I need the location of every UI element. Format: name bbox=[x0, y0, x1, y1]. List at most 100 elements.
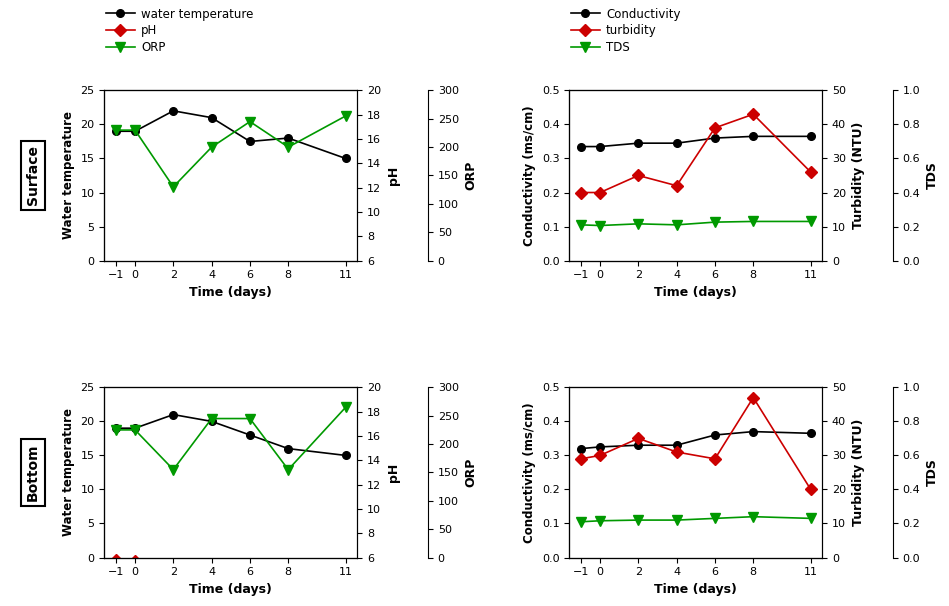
Line: water temperature: water temperature bbox=[112, 107, 349, 162]
turbidity bbox=[594, 189, 605, 196]
X-axis label: Time (days): Time (days) bbox=[655, 286, 737, 299]
Conductivity bbox=[709, 135, 720, 142]
X-axis label: Time (days): Time (days) bbox=[190, 286, 272, 299]
Conductivity bbox=[805, 430, 816, 437]
water temperature bbox=[129, 425, 140, 432]
water temperature bbox=[110, 128, 121, 135]
TDS bbox=[748, 218, 759, 225]
Conductivity bbox=[748, 133, 759, 140]
X-axis label: Time (days): Time (days) bbox=[655, 583, 737, 596]
pH bbox=[340, 270, 351, 278]
ORP bbox=[129, 127, 140, 134]
Line: TDS: TDS bbox=[576, 511, 816, 527]
water temperature bbox=[206, 114, 217, 121]
Line: pH: pH bbox=[111, 262, 350, 280]
TDS bbox=[594, 222, 605, 229]
TDS bbox=[671, 516, 682, 524]
Conductivity bbox=[671, 139, 682, 147]
X-axis label: Time (days): Time (days) bbox=[190, 583, 272, 596]
Y-axis label: Water temperature: Water temperature bbox=[62, 408, 75, 536]
TDS bbox=[575, 518, 586, 525]
Y-axis label: TDS: TDS bbox=[926, 459, 939, 487]
ORP bbox=[110, 426, 121, 433]
Line: water temperature: water temperature bbox=[112, 411, 349, 459]
Line: Conductivity: Conductivity bbox=[577, 428, 814, 453]
water temperature bbox=[168, 411, 179, 418]
Conductivity bbox=[633, 442, 644, 449]
Conductivity bbox=[633, 139, 644, 147]
water temperature bbox=[283, 135, 294, 142]
Conductivity bbox=[575, 143, 586, 150]
ORP bbox=[110, 127, 121, 134]
water temperature bbox=[244, 431, 255, 439]
Line: pH: pH bbox=[111, 556, 350, 581]
water temperature bbox=[244, 138, 255, 145]
TDS bbox=[709, 514, 720, 522]
TDS bbox=[633, 220, 644, 227]
turbidity bbox=[748, 111, 759, 118]
Y-axis label: Conductivity (ms/cm): Conductivity (ms/cm) bbox=[523, 402, 536, 543]
pH bbox=[206, 271, 217, 279]
ORP bbox=[244, 118, 255, 125]
ORP bbox=[129, 426, 140, 433]
Conductivity bbox=[748, 428, 759, 435]
Conductivity bbox=[594, 143, 605, 150]
turbidity bbox=[575, 189, 586, 196]
water temperature bbox=[283, 445, 294, 452]
Line: TDS: TDS bbox=[576, 216, 816, 231]
pH bbox=[283, 270, 294, 278]
TDS bbox=[805, 514, 816, 522]
TDS bbox=[748, 513, 759, 521]
Line: ORP: ORP bbox=[111, 402, 351, 475]
water temperature bbox=[340, 452, 351, 459]
ORP bbox=[206, 144, 217, 151]
water temperature bbox=[340, 155, 351, 162]
TDS bbox=[594, 517, 605, 524]
Conductivity bbox=[805, 133, 816, 140]
turbidity bbox=[805, 486, 816, 493]
ORP bbox=[340, 112, 351, 119]
Line: turbidity: turbidity bbox=[576, 393, 815, 494]
ORP bbox=[168, 183, 179, 190]
Legend: water temperature, pH, ORP: water temperature, pH, ORP bbox=[101, 3, 258, 58]
water temperature bbox=[129, 128, 140, 135]
Legend: Conductivity, turbidity, TDS: Conductivity, turbidity, TDS bbox=[566, 3, 685, 58]
pH bbox=[283, 566, 294, 573]
Y-axis label: Turbidity (NTU): Turbidity (NTU) bbox=[851, 122, 865, 229]
pH bbox=[110, 263, 121, 270]
ORP bbox=[340, 404, 351, 411]
Y-axis label: Conductivity (ms/cm): Conductivity (ms/cm) bbox=[523, 105, 536, 246]
Y-axis label: pH: pH bbox=[386, 463, 400, 482]
pH bbox=[206, 568, 217, 576]
Text: Surface: Surface bbox=[27, 145, 40, 205]
pH bbox=[129, 264, 140, 271]
TDS bbox=[805, 218, 816, 225]
Conductivity bbox=[709, 431, 720, 439]
turbidity bbox=[633, 435, 644, 442]
turbidity bbox=[805, 168, 816, 176]
pH bbox=[168, 264, 179, 271]
Y-axis label: Water temperature: Water temperature bbox=[62, 112, 75, 239]
turbidity bbox=[671, 182, 682, 189]
pH bbox=[244, 564, 255, 571]
pH bbox=[168, 562, 179, 570]
pH bbox=[244, 265, 255, 273]
ORP bbox=[283, 466, 294, 473]
Y-axis label: TDS: TDS bbox=[926, 162, 939, 190]
TDS bbox=[633, 516, 644, 524]
Y-axis label: pH: pH bbox=[386, 166, 400, 185]
Y-axis label: Turbidity (NTU): Turbidity (NTU) bbox=[851, 419, 865, 526]
Y-axis label: ORP: ORP bbox=[464, 458, 477, 487]
ORP bbox=[244, 415, 255, 422]
pH bbox=[110, 556, 121, 564]
ORP bbox=[283, 144, 294, 151]
turbidity bbox=[748, 394, 759, 401]
pH bbox=[340, 572, 351, 579]
ORP bbox=[168, 466, 179, 473]
ORP bbox=[206, 415, 217, 422]
water temperature bbox=[110, 425, 121, 432]
TDS bbox=[709, 219, 720, 226]
Line: Conductivity: Conductivity bbox=[577, 133, 814, 150]
water temperature bbox=[206, 418, 217, 425]
Conductivity bbox=[575, 445, 586, 452]
